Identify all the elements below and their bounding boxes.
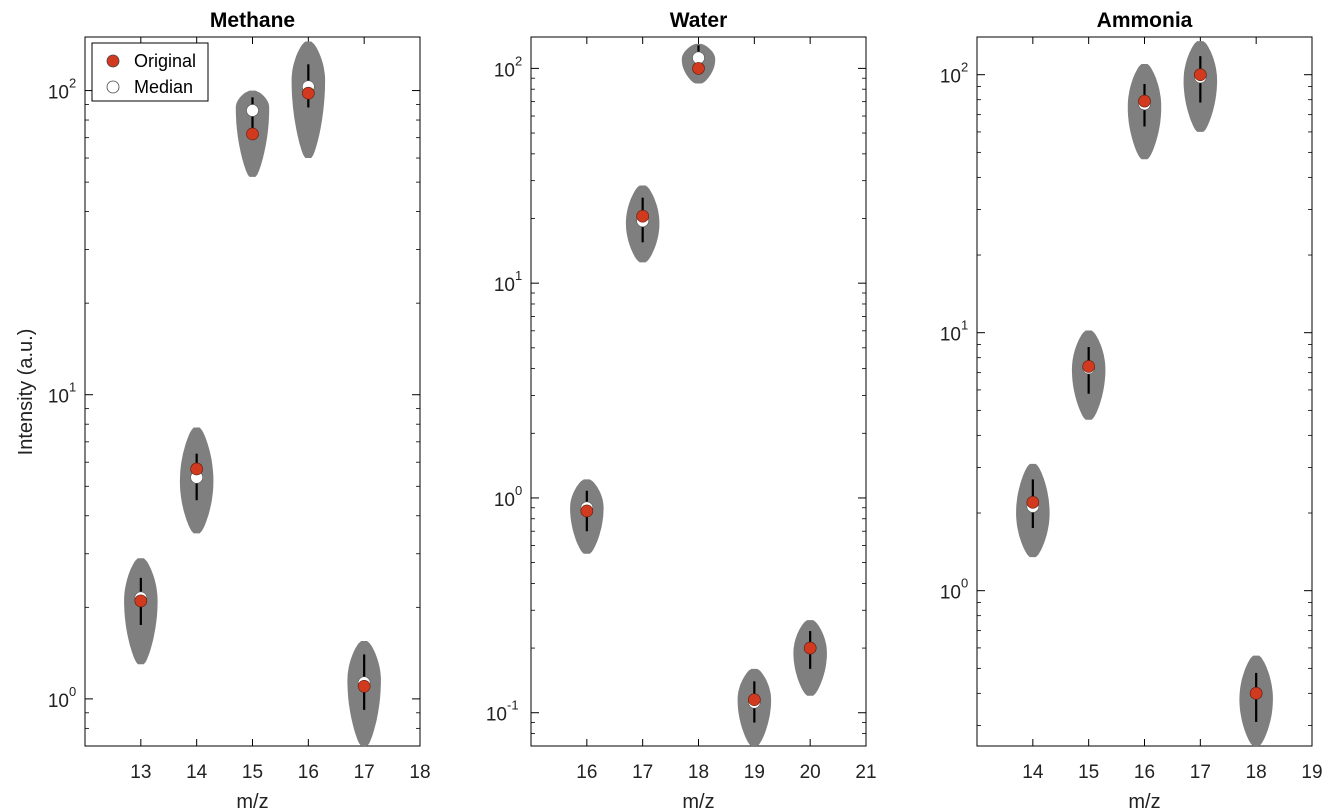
original-marker-18 xyxy=(692,62,705,75)
x-tick-label: 20 xyxy=(800,762,821,783)
x-tick-label: 16 xyxy=(576,762,597,783)
y-tick-label-base: 10 xyxy=(48,83,69,104)
y-tick-label-exponent: 1 xyxy=(515,268,522,283)
y-tick-label-base: 10 xyxy=(940,67,961,88)
original-marker-14 xyxy=(1026,496,1040,509)
y-tick-label-exponent: 0 xyxy=(69,684,76,699)
original-marker-19 xyxy=(748,693,761,706)
y-tick-label-exponent: 2 xyxy=(961,60,968,75)
y-tick-label-base: 10 xyxy=(486,705,507,726)
y-tick-label-exponent: 1 xyxy=(69,380,76,395)
original-marker-13 xyxy=(134,594,148,608)
x-tick-label: 17 xyxy=(632,762,653,783)
original-marker-15 xyxy=(246,127,259,141)
x-tick-label: 18 xyxy=(1246,762,1267,783)
violins xyxy=(1016,41,1273,746)
panel-title: Water xyxy=(670,9,728,32)
y-tick-label-base: 10 xyxy=(494,275,515,296)
y-tick-label-base: 10 xyxy=(494,490,515,511)
x-axis-label: m/z xyxy=(1128,791,1160,811)
x-tick-label: 16 xyxy=(1134,762,1155,783)
y-axis-label: Intensity (a.u.) xyxy=(15,329,37,456)
x-tick-label: 16 xyxy=(298,762,319,783)
legend-median-marker xyxy=(106,80,120,94)
x-tick-label: 13 xyxy=(130,762,151,783)
x-tick-label: 19 xyxy=(1301,762,1322,783)
median-marker-15 xyxy=(246,104,259,117)
original-marker-17 xyxy=(1194,68,1207,81)
x-tick-label: 19 xyxy=(744,762,765,783)
original-marker-18 xyxy=(1249,687,1263,700)
violins xyxy=(570,43,827,746)
x-tick-label: 15 xyxy=(242,762,263,783)
x-axis-label: m/z xyxy=(682,791,714,811)
original-marker-17 xyxy=(357,679,371,693)
panel-title: Methane xyxy=(210,9,295,32)
original-marker-15 xyxy=(1082,360,1095,373)
x-tick-label: 17 xyxy=(1190,762,1211,783)
x-tick-label: 21 xyxy=(855,762,876,783)
y-tick-label-exponent: 2 xyxy=(69,76,76,91)
y-tick-label-base: 10 xyxy=(940,325,961,346)
x-tick-label: 14 xyxy=(186,762,208,783)
y-tick-label-base: 10 xyxy=(48,387,69,408)
panel-title: Ammonia xyxy=(1097,9,1193,32)
legend-original-marker xyxy=(106,54,120,68)
y-tick-label-base: 10 xyxy=(494,60,515,81)
original-marker-20 xyxy=(803,641,817,655)
y-tick-label-exponent: -1 xyxy=(507,698,519,713)
x-tick-label: 18 xyxy=(409,762,430,783)
y-tick-label-base: 10 xyxy=(940,583,961,604)
original-marker-14 xyxy=(190,462,203,476)
legend-original-label: Original xyxy=(134,51,196,71)
y-tick-label-exponent: 2 xyxy=(515,53,522,68)
x-tick-label: 17 xyxy=(354,762,375,783)
y-tick-label-exponent: 0 xyxy=(961,576,968,591)
x-tick-label: 18 xyxy=(688,762,709,783)
y-tick-label-base: 10 xyxy=(48,691,69,712)
x-axis-label: m/z xyxy=(236,791,268,811)
legend: Original Median xyxy=(91,42,209,102)
median-marker-18 xyxy=(692,51,705,65)
legend-median-label: Median xyxy=(134,77,193,97)
original-marker-16 xyxy=(1138,94,1151,108)
original-marker-16 xyxy=(302,86,315,100)
x-tick-label: 14 xyxy=(1022,762,1044,783)
violins xyxy=(124,41,381,746)
x-tick-label: 15 xyxy=(1078,762,1099,783)
y-tick-label-exponent: 0 xyxy=(515,483,522,498)
original-marker-17 xyxy=(636,209,649,223)
y-tick-label-exponent: 1 xyxy=(961,318,968,333)
original-marker-16 xyxy=(580,504,594,518)
